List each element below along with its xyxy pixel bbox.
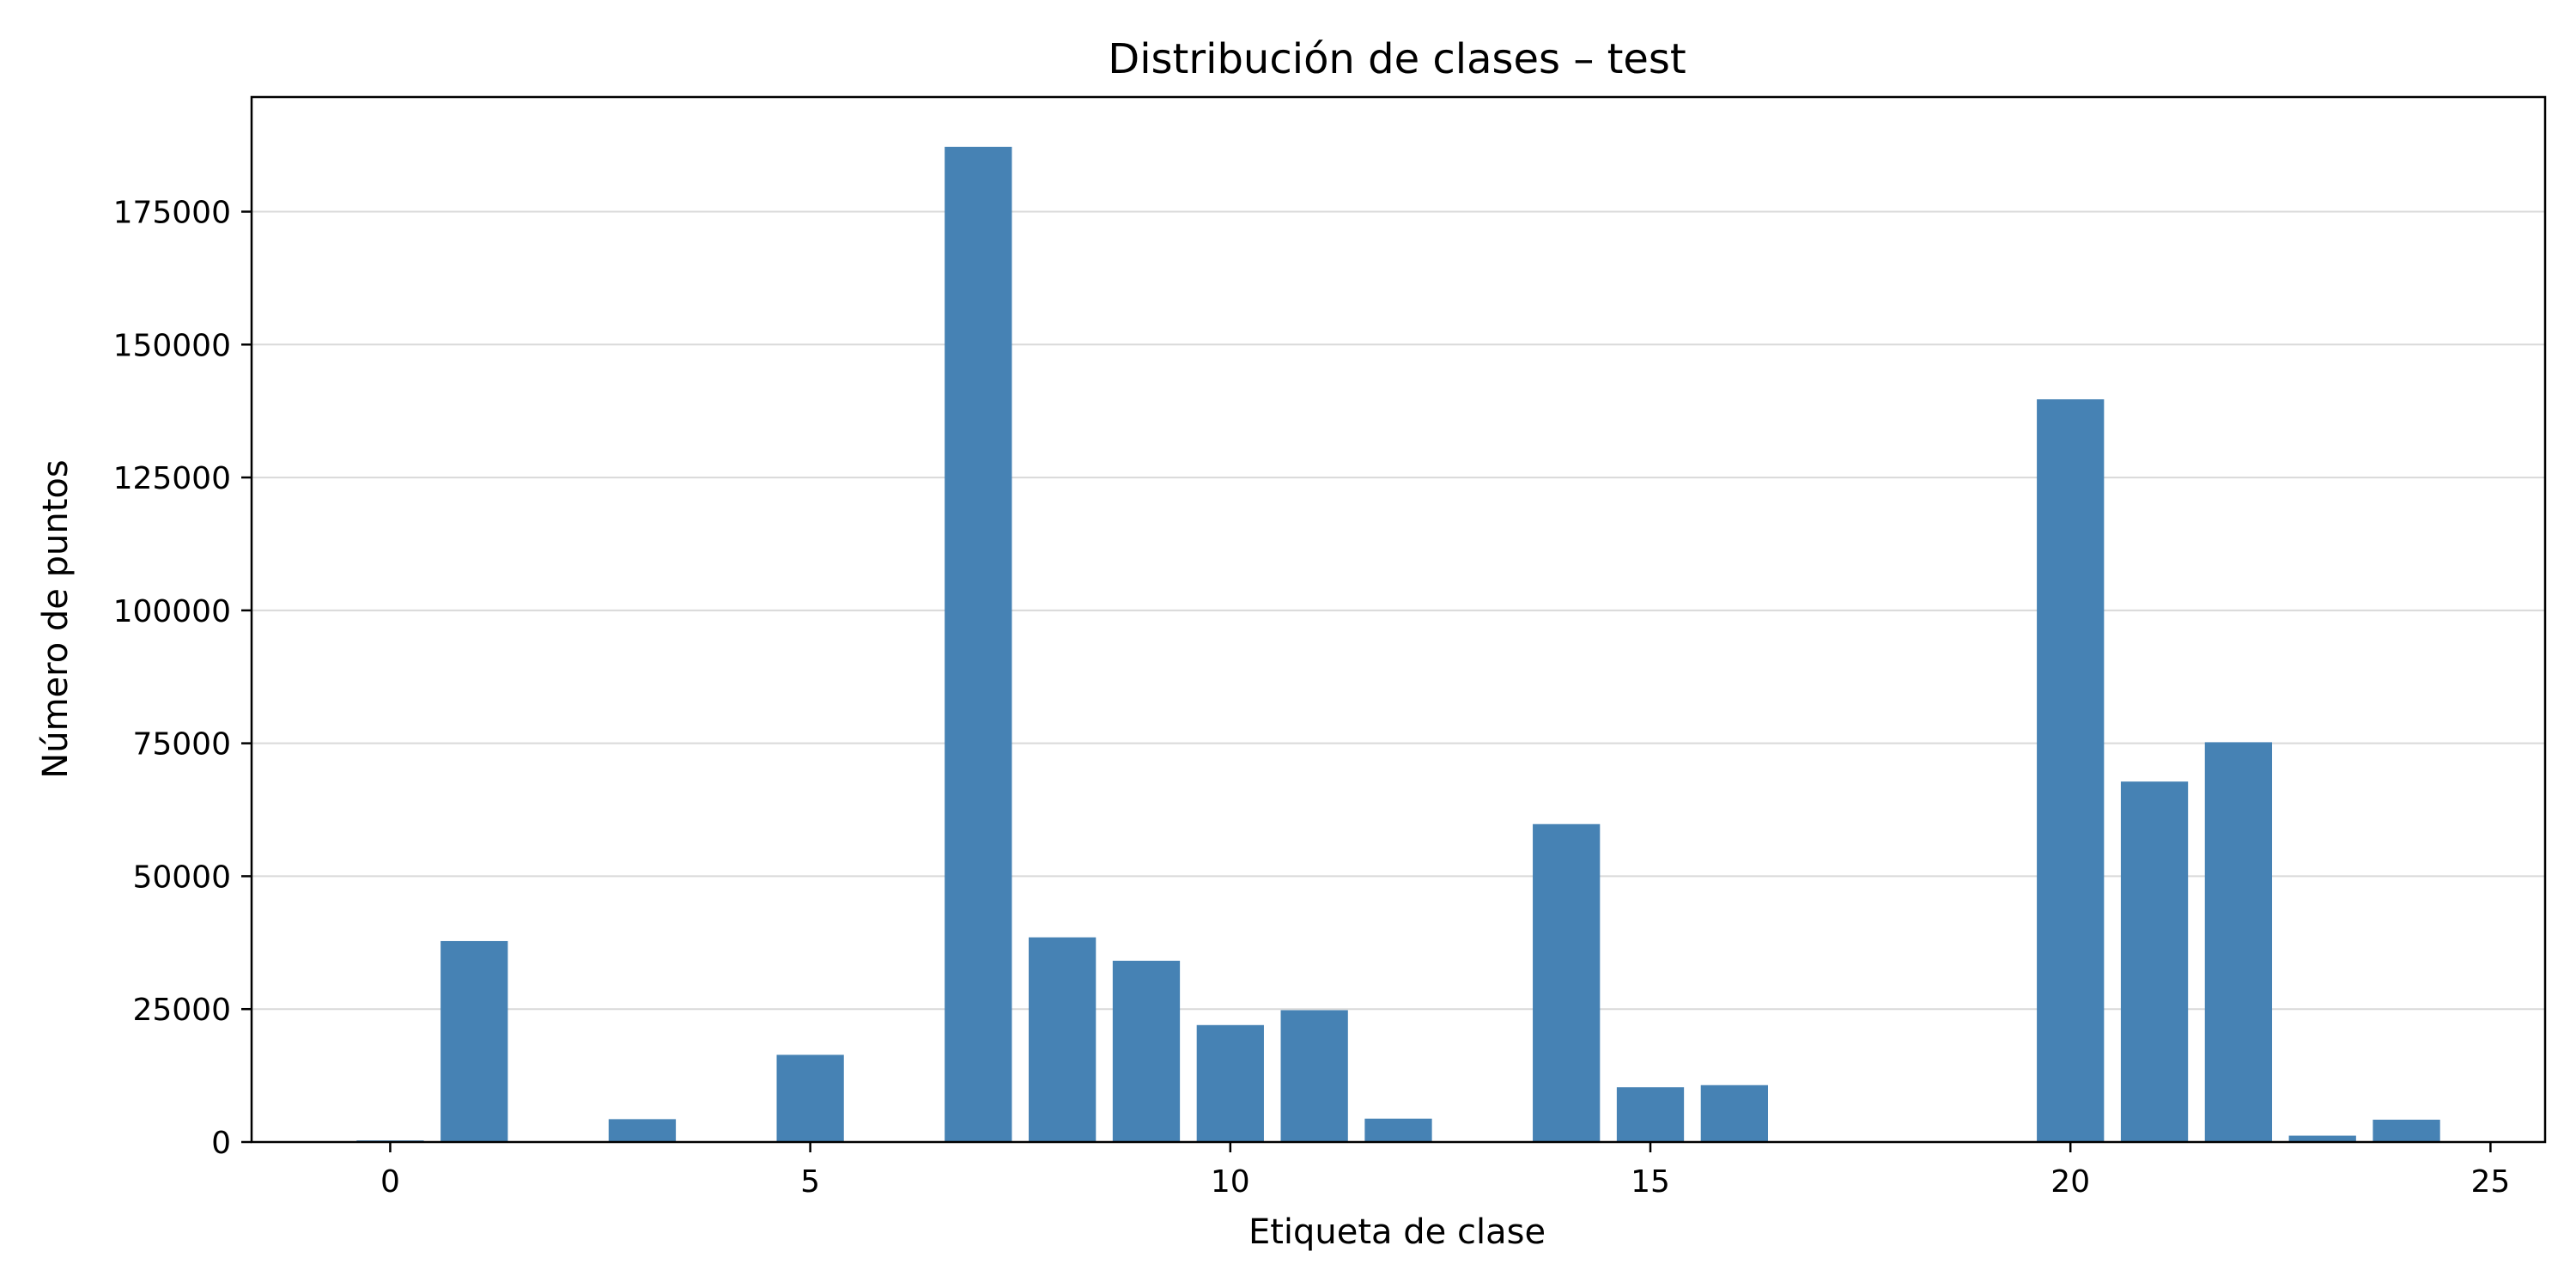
bar [945, 146, 1012, 1142]
x-tick-label: 15 [1631, 1164, 1670, 1200]
grid-lines [252, 210, 2545, 1011]
y-tick-label: 125000 [113, 461, 231, 496]
bar [1280, 1010, 1348, 1142]
bar [1364, 1118, 1432, 1142]
x-tick-label: 10 [1211, 1164, 1250, 1200]
bar [1196, 1024, 1264, 1142]
bar [2037, 399, 2105, 1142]
bar [1029, 937, 1097, 1142]
bar [2120, 781, 2189, 1142]
x-axis-label: Etiqueta de clase [1249, 1212, 1546, 1252]
x-tick-label: 20 [2050, 1164, 2090, 1200]
y-tick-label: 25000 [132, 993, 231, 1028]
bar [608, 1119, 677, 1142]
bar [1616, 1087, 1685, 1142]
bar [1700, 1084, 1768, 1142]
bar [440, 940, 508, 1142]
y-tick-label: 150000 [113, 328, 231, 363]
bar [1533, 823, 1601, 1142]
y-tick-label: 75000 [132, 727, 231, 762]
y-axis-label: Número de puntos [36, 459, 76, 778]
bar [2288, 1135, 2356, 1142]
plot-frame [250, 95, 2547, 1144]
y-tick-label: 175000 [113, 195, 231, 230]
x-tick-label: 5 [800, 1164, 820, 1200]
bar [2204, 742, 2273, 1142]
x-axis-ticks: 0 5 10 15 20 25 [380, 1142, 2510, 1200]
chart-title: Distribución de clases – test [1108, 35, 1686, 83]
y-tick-label: 50000 [132, 860, 231, 895]
bar [1112, 960, 1181, 1142]
bar [776, 1054, 844, 1142]
y-tick-label: 0 [211, 1126, 231, 1161]
x-tick-label: 25 [2470, 1164, 2510, 1200]
y-axis-ticks: 0 25000 50000 75000 100000 125000 150000 175000 [113, 195, 252, 1161]
x-tick-label: 0 [380, 1164, 400, 1200]
bars [356, 146, 2440, 1142]
y-tick-label: 100000 [113, 594, 231, 629]
bar [2372, 1119, 2440, 1142]
